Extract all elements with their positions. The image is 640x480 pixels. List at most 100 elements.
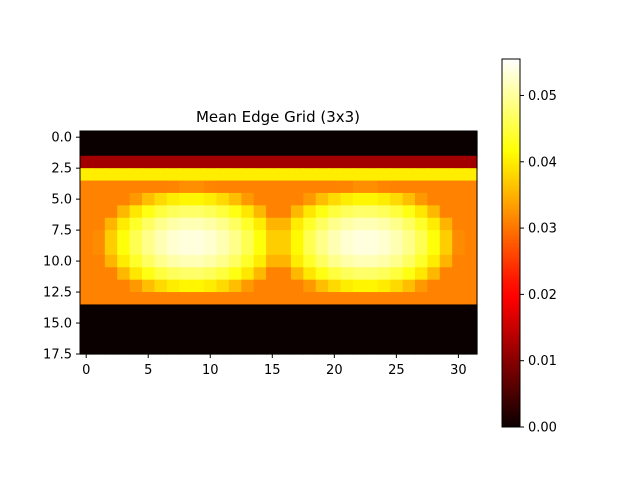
heatmap-cell <box>253 205 267 219</box>
heatmap-cell <box>328 180 342 194</box>
heatmap-cell <box>129 192 143 206</box>
y-tick-label: 5.0 <box>51 193 72 208</box>
heatmap-cell <box>290 230 304 244</box>
heatmap-cell <box>427 192 441 206</box>
heatmap-cell <box>104 192 118 206</box>
heatmap-cell <box>439 155 453 169</box>
heatmap-cell <box>452 168 466 182</box>
heatmap-cell <box>464 168 478 182</box>
y-axis: 0.0 2.5 5.0 7.5 10.0 12.5 15.0 17.5 <box>43 131 80 363</box>
heatmap-cell <box>439 205 453 219</box>
heatmap-cell <box>129 217 143 231</box>
heatmap-cell <box>154 131 168 144</box>
heatmap-cell <box>315 316 329 330</box>
heatmap-cell <box>142 254 156 268</box>
heatmap-cell <box>390 155 404 169</box>
y-tick-label: 10.0 <box>43 255 72 270</box>
heatmap-cell <box>315 242 329 256</box>
heatmap-cell <box>377 155 391 169</box>
heatmap-cell <box>104 180 118 194</box>
heatmap-cell <box>166 329 180 343</box>
heatmap-cell <box>142 341 156 355</box>
heatmap-cell <box>340 316 354 330</box>
heatmap-cell <box>204 180 218 194</box>
heatmap-cell <box>228 168 242 182</box>
heatmap-cell <box>266 143 280 157</box>
heatmap-cell <box>191 304 205 318</box>
heatmap-cell <box>352 155 366 169</box>
heatmap-cell <box>92 329 106 343</box>
heatmap-cell <box>216 168 230 182</box>
heatmap-cell <box>427 329 441 343</box>
heatmap-cell <box>328 279 342 293</box>
heatmap-cell <box>278 192 292 206</box>
heatmap-cell <box>216 230 230 244</box>
heatmap-cell <box>204 205 218 219</box>
heatmap-cell <box>228 192 242 206</box>
chart-title: Mean Edge Grid (3x3) <box>196 108 360 126</box>
heatmap-cell <box>340 217 354 231</box>
heatmap-cell <box>315 329 329 343</box>
heatmap-cell <box>92 180 106 194</box>
heatmap-cell <box>117 304 131 318</box>
heatmap-cell <box>303 304 317 318</box>
heatmap-cell <box>452 242 466 256</box>
heatmap-cell <box>241 267 255 281</box>
heatmap-cell <box>166 316 180 330</box>
heatmap-cell <box>402 143 416 157</box>
heatmap-cell <box>315 155 329 169</box>
heatmap-cell <box>365 168 379 182</box>
heatmap-cell <box>328 267 342 281</box>
heatmap-cell <box>117 267 131 281</box>
heatmap-cell <box>278 230 292 244</box>
heatmap-cell <box>129 168 143 182</box>
heatmap-cell <box>390 341 404 355</box>
heatmap-cell <box>452 230 466 244</box>
heatmap-cell <box>179 131 193 144</box>
heatmap-cell <box>80 168 94 182</box>
heatmap-cell <box>142 279 156 293</box>
heatmap-cell <box>439 192 453 206</box>
heatmap-cell <box>142 242 156 256</box>
heatmap-cell <box>253 180 267 194</box>
heatmap-cell <box>439 217 453 231</box>
heatmap-cell <box>228 180 242 194</box>
heatmap-cell <box>179 304 193 318</box>
heatmap-cell <box>303 279 317 293</box>
heatmap-cell <box>315 131 329 144</box>
heatmap-cell <box>266 192 280 206</box>
heatmap-cell <box>365 143 379 157</box>
heatmap-cell <box>179 341 193 355</box>
heatmap-cell <box>290 155 304 169</box>
heatmap-cell <box>365 329 379 343</box>
heatmap-cell <box>328 155 342 169</box>
heatmap-cell <box>377 180 391 194</box>
heatmap-cell <box>204 217 218 231</box>
heatmap-cell <box>464 316 478 330</box>
heatmap-cell <box>216 329 230 343</box>
heatmap-cell <box>402 230 416 244</box>
heatmap-cell <box>216 254 230 268</box>
heatmap-cell <box>142 205 156 219</box>
heatmap-cell <box>365 304 379 318</box>
heatmap-cell <box>290 341 304 355</box>
heatmap-cell <box>253 254 267 268</box>
heatmap-cell <box>166 242 180 256</box>
heatmap-cell <box>80 267 94 281</box>
heatmap-cell <box>216 242 230 256</box>
heatmap-cell <box>340 242 354 256</box>
heatmap-cell <box>278 329 292 343</box>
heatmap-cell <box>179 155 193 169</box>
x-tick-label: 15 <box>264 363 281 378</box>
heatmap-cell <box>365 230 379 244</box>
colorbar-tick-label: 0.02 <box>528 288 557 303</box>
heatmap-cell <box>266 155 280 169</box>
heatmap-cell <box>377 316 391 330</box>
heatmap-cell <box>253 155 267 169</box>
heatmap-cell <box>154 267 168 281</box>
heatmap-cell <box>154 155 168 169</box>
heatmap-cell <box>154 230 168 244</box>
heatmap-cell <box>266 329 280 343</box>
heatmap-cell <box>328 230 342 244</box>
